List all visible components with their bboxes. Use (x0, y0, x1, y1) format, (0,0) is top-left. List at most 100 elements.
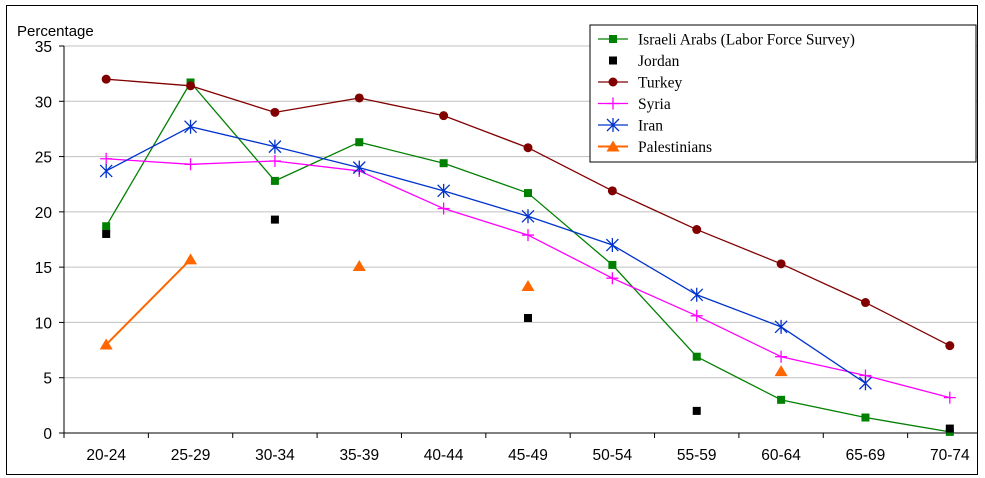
series-line-segment (443, 162, 529, 194)
legend-item: Iran (598, 118, 663, 135)
y-axis-label: Percentage (17, 23, 94, 40)
y-tick-label: 0 (43, 426, 52, 443)
series-line-segment (105, 126, 191, 172)
data-point (270, 215, 279, 224)
series-syria (100, 152, 956, 404)
axes (59, 45, 977, 438)
series-line-segment (274, 141, 360, 182)
data-point (607, 186, 617, 196)
data-point (354, 93, 364, 103)
data-point (861, 413, 870, 422)
data-point (692, 352, 701, 361)
legend-marker (606, 118, 620, 132)
y-tick-labels: 0 5 10 15 20 25 30 35 (35, 39, 53, 443)
data-point (608, 260, 617, 269)
data-point (521, 209, 535, 224)
legend-marker (606, 140, 620, 152)
data-point (775, 350, 788, 363)
legend-label: Jordan (638, 53, 680, 70)
legend-label: Syria (638, 96, 671, 113)
data-point (99, 163, 113, 178)
data-point (521, 279, 535, 291)
x-tick-label: 35-39 (339, 447, 379, 464)
series-line-segment (865, 416, 950, 433)
data-point (437, 183, 451, 198)
data-point (777, 395, 786, 404)
x-tick-label: 45-49 (508, 447, 548, 464)
legend: Israeli Arabs (Labor Force Survey) Jordan… (589, 24, 977, 163)
legend-label: Palestinians (638, 139, 712, 156)
legend-item: Israeli Arabs (Labor Force Survey) (598, 32, 855, 49)
series-line-segment (443, 115, 529, 149)
x-tick-label: 40-44 (424, 447, 464, 464)
y-tick-label: 35 (35, 39, 52, 56)
y-tick-label: 25 (35, 150, 52, 167)
legend-marker (607, 97, 619, 110)
series-line-segment (612, 277, 697, 317)
series-line-segment (527, 192, 613, 266)
data-point (184, 158, 197, 171)
series-line-segment (527, 234, 613, 279)
data-point (352, 160, 366, 175)
legend-marker (609, 35, 617, 43)
x-tick-label: 65-69 (846, 447, 886, 464)
series-line-segment (190, 126, 276, 148)
series-line-segment (780, 263, 866, 304)
data-point (102, 229, 111, 238)
series-line-segment (274, 160, 360, 172)
x-tick-label: 60-64 (761, 447, 801, 464)
series-group (99, 74, 956, 436)
series-iran (99, 119, 872, 391)
data-point (186, 81, 196, 91)
data-point (437, 202, 450, 215)
y-tick-label: 5 (43, 371, 52, 388)
data-point (860, 298, 870, 308)
y-tick-label: 10 (35, 315, 53, 332)
x-tick-label: 50-54 (593, 447, 633, 464)
data-point (690, 287, 704, 302)
chart-frame: 0 5 10 15 20 25 30 35 20-24 25-29 30-34 35-39 40-44… (6, 5, 978, 475)
data-point (606, 272, 619, 285)
legend-item: Jordan (609, 53, 680, 70)
series-line-segment (696, 294, 782, 328)
series-line-segment (106, 78, 191, 87)
series-line-segment (274, 145, 360, 169)
series-line-segment (696, 228, 782, 265)
legend-label: Iran (638, 118, 663, 135)
series-line-segment (190, 160, 275, 165)
data-point (776, 259, 786, 269)
series-line-segment (359, 141, 444, 164)
series-line-segment (611, 264, 698, 358)
data-point (270, 176, 279, 185)
series-palestinians (99, 253, 788, 377)
series-line-segment (105, 258, 192, 346)
series-jordan (102, 215, 954, 433)
data-point (945, 341, 955, 351)
data-point (184, 253, 198, 265)
data-point (943, 391, 956, 404)
gridlines (64, 45, 977, 379)
data-point (439, 159, 448, 168)
x-tick-label: 20-24 (86, 447, 126, 464)
data-point (692, 225, 702, 235)
series-line-segment (527, 215, 613, 246)
data-point (355, 138, 364, 147)
legend-item: Palestinians (598, 139, 712, 156)
series-line-segment (359, 170, 444, 210)
data-point (101, 74, 111, 84)
series-line-segment (106, 158, 191, 165)
data-point (268, 139, 282, 154)
data-point (945, 424, 954, 433)
y-tick-label: 30 (35, 94, 53, 111)
data-point (522, 229, 534, 242)
x-tick-label: 30-34 (255, 447, 295, 464)
data-point (99, 338, 113, 350)
y-tick-label: 20 (35, 205, 53, 222)
data-point (774, 319, 788, 334)
series-line-segment (780, 326, 866, 384)
data-point (858, 376, 872, 391)
legend-item: Syria (598, 96, 671, 113)
legend-label: Turkey (638, 75, 682, 92)
data-point (352, 260, 366, 272)
data-point (605, 238, 619, 253)
